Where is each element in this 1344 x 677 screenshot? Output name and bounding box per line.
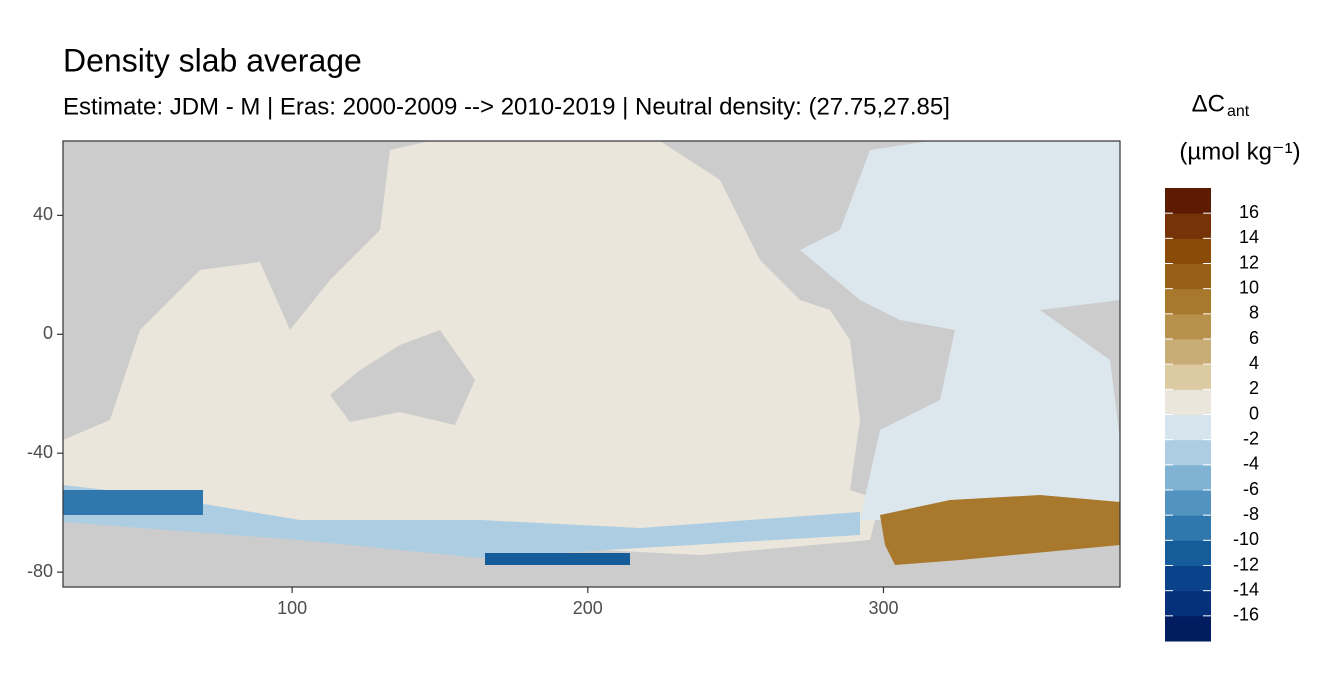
y-tick-label: -80	[27, 561, 53, 581]
colorbar-label: -8	[1243, 504, 1259, 524]
colorbar-bin	[1165, 313, 1211, 340]
colorbar-bin	[1165, 389, 1211, 415]
colorbar-bin	[1165, 263, 1211, 290]
chart-subtitle: Estimate: JDM - M | Eras: 2000-2009 --> …	[63, 93, 950, 120]
colorbar-bin	[1165, 590, 1211, 617]
indo-pacific-ocean	[63, 141, 880, 555]
y-tick-label: 0	[43, 323, 53, 343]
colorbar-bin	[1165, 188, 1211, 214]
colorbar-label: 0	[1249, 403, 1259, 423]
colorbar-bin	[1165, 364, 1211, 390]
atlantic-ocean	[800, 141, 1120, 520]
colorbar-bin	[1165, 565, 1211, 592]
colorbar-label: 6	[1249, 328, 1259, 348]
panel-border	[62, 140, 1121, 588]
colorbar-bin	[1165, 464, 1211, 491]
colorbar-label: 12	[1239, 252, 1259, 272]
colorbar-units: (µmol kg⁻¹)	[1179, 138, 1300, 165]
chart-title: Density slab average	[63, 42, 362, 78]
colorbar-label: 2	[1249, 378, 1259, 398]
colorbar-title: ΔC	[1192, 90, 1225, 117]
map-field	[63, 141, 1120, 587]
weddell-sea	[880, 495, 1120, 565]
x-tick-label: 200	[573, 598, 603, 618]
colorbar-bin	[1165, 439, 1211, 466]
x-tick-label: 300	[868, 598, 898, 618]
colorbar-label: -6	[1243, 479, 1259, 499]
colorbar-label: 10	[1239, 277, 1259, 297]
colorbar-label: -10	[1233, 529, 1259, 549]
colorbar-bin	[1165, 615, 1211, 642]
southern-ocean	[63, 485, 860, 558]
colorbar-label: -16	[1233, 605, 1259, 625]
southern-ocean-deep	[63, 490, 203, 515]
colorbar-label: -2	[1243, 428, 1259, 448]
colorbar-bin	[1165, 213, 1211, 239]
ross-sea	[485, 553, 630, 565]
colorbar-label: 16	[1239, 202, 1259, 222]
x-tick-label: 100	[277, 598, 307, 618]
colorbar-bin	[1165, 540, 1211, 566]
colorbar-bin	[1165, 238, 1211, 264]
colorbar-bin	[1165, 339, 1211, 365]
colorbar-bin	[1165, 414, 1211, 441]
australia	[330, 330, 475, 425]
colorbar-bin	[1165, 490, 1211, 516]
colorbar-title-subscript: ant	[1227, 103, 1250, 120]
colorbar-bin	[1165, 288, 1211, 315]
colorbar-bin	[1165, 515, 1211, 541]
y-tick-label: -40	[27, 442, 53, 462]
colorbar-label: -4	[1243, 454, 1259, 474]
y-tick-label: 40	[33, 204, 53, 224]
colorbar-label: 8	[1249, 303, 1259, 323]
colorbar-label: 4	[1249, 353, 1259, 373]
colorbar-label: -14	[1233, 579, 1259, 599]
colorbar-label: -12	[1233, 554, 1259, 574]
colorbar-label: 14	[1239, 227, 1259, 247]
